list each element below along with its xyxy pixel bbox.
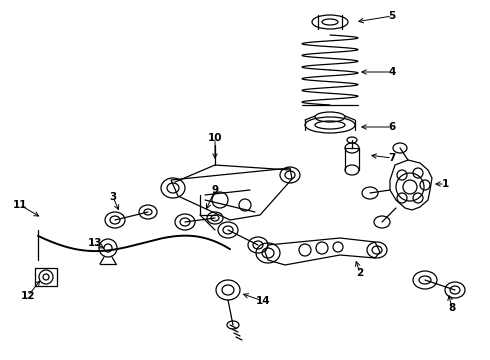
- Text: 2: 2: [356, 268, 364, 278]
- Text: 13: 13: [88, 238, 102, 248]
- Text: 10: 10: [208, 133, 222, 143]
- Text: 3: 3: [109, 192, 117, 202]
- Text: 9: 9: [212, 185, 219, 195]
- Text: 4: 4: [388, 67, 396, 77]
- Ellipse shape: [305, 117, 355, 133]
- Text: 1: 1: [441, 179, 449, 189]
- Text: 6: 6: [389, 122, 395, 132]
- Text: 5: 5: [389, 11, 395, 21]
- Text: 7: 7: [388, 153, 396, 163]
- Text: 11: 11: [13, 200, 27, 210]
- Ellipse shape: [315, 121, 345, 129]
- Text: 12: 12: [21, 291, 35, 301]
- Text: 14: 14: [256, 296, 270, 306]
- Text: 8: 8: [448, 303, 456, 313]
